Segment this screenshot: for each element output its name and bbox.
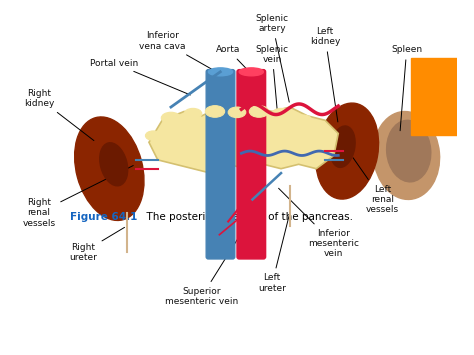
- Ellipse shape: [294, 115, 312, 126]
- Text: Right
kidney: Right kidney: [24, 88, 94, 141]
- Ellipse shape: [74, 117, 144, 220]
- Text: Left
renal
vessels: Left renal vessels: [353, 158, 399, 214]
- Text: Superior
mesenteric vein: Superior mesenteric vein: [165, 228, 244, 306]
- Text: Right
ureter: Right ureter: [69, 227, 125, 262]
- Ellipse shape: [205, 106, 225, 117]
- Ellipse shape: [387, 120, 431, 182]
- Ellipse shape: [316, 103, 379, 199]
- Ellipse shape: [184, 108, 202, 119]
- Bar: [411, 58, 457, 135]
- Ellipse shape: [374, 111, 439, 200]
- Text: Spleen: Spleen: [391, 45, 422, 131]
- FancyBboxPatch shape: [206, 70, 235, 259]
- Ellipse shape: [228, 107, 246, 118]
- Text: The posterior relations of the pancreas.: The posterior relations of the pancreas.: [140, 212, 353, 222]
- Text: Splenic
vein: Splenic vein: [255, 44, 289, 151]
- Text: Aorta: Aorta: [216, 45, 250, 72]
- Polygon shape: [149, 107, 338, 173]
- Ellipse shape: [249, 106, 269, 117]
- Text: Right
renal
vessels: Right renal vessels: [22, 165, 133, 228]
- Text: Left
kidney: Left kidney: [310, 27, 340, 122]
- FancyBboxPatch shape: [237, 70, 265, 259]
- Text: Inferior
mesenteric
vein: Inferior mesenteric vein: [279, 188, 359, 258]
- Ellipse shape: [146, 131, 161, 141]
- Ellipse shape: [239, 68, 264, 76]
- Text: Inferior
vena cava: Inferior vena cava: [139, 31, 218, 73]
- Text: Splenic
artery: Splenic artery: [255, 14, 289, 102]
- Ellipse shape: [209, 68, 233, 76]
- Text: Left
ureter: Left ureter: [258, 215, 289, 293]
- Text: Figure 64.1: Figure 64.1: [70, 212, 137, 222]
- Ellipse shape: [100, 143, 128, 186]
- Text: Portal vein: Portal vein: [90, 59, 191, 95]
- Ellipse shape: [330, 126, 355, 168]
- Ellipse shape: [272, 108, 290, 119]
- Ellipse shape: [161, 112, 181, 124]
